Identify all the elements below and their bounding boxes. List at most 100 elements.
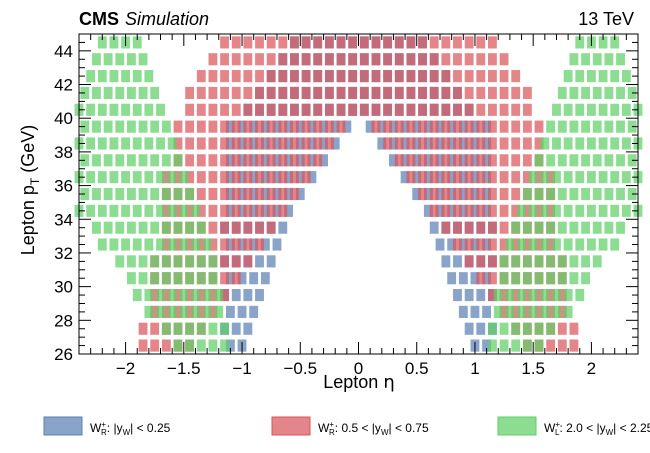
- cell-series-3: [598, 103, 608, 116]
- cell-series-1: [412, 154, 422, 167]
- cell-series-3: [109, 171, 119, 184]
- cell-series-2: [290, 36, 299, 49]
- cell-series-3: [540, 137, 550, 150]
- cell-series-1: [266, 255, 276, 268]
- cell-series-3: [156, 238, 165, 251]
- cell-series-3: [546, 322, 556, 335]
- cell-series-3: [604, 86, 614, 100]
- cell-series-2: [313, 36, 323, 49]
- cell-series-2: [441, 36, 451, 49]
- cell-series-2: [185, 137, 195, 150]
- cell-series-2: [511, 204, 521, 217]
- y-tick-label: 44: [54, 42, 73, 61]
- cell-series-3: [488, 322, 497, 335]
- cell-series-1: [458, 120, 468, 133]
- cell-series-3: [592, 187, 602, 201]
- cell-series-2: [185, 103, 195, 116]
- cell-series-3: [616, 154, 625, 167]
- cell-series-3: [92, 154, 101, 167]
- cell-series-3: [598, 204, 608, 217]
- cell-series-2: [301, 103, 311, 116]
- legend-swatch-3: [497, 416, 537, 436]
- cell-series-2: [441, 70, 451, 83]
- cell-series-2: [511, 288, 521, 302]
- cell-series-2: [243, 53, 253, 66]
- cell-series-2: [441, 120, 451, 133]
- cell-series-2: [185, 305, 195, 318]
- cell-series-2: [476, 255, 486, 268]
- cell-series-2: [255, 70, 264, 83]
- cell-series-2: [522, 86, 532, 100]
- cell-series-3: [138, 120, 148, 133]
- cell-series-3: [517, 238, 526, 251]
- cell-series-3: [150, 154, 160, 167]
- cell-series-3: [150, 120, 160, 133]
- cell-series-2: [418, 103, 427, 116]
- cell-series-1: [225, 204, 235, 217]
- cell-series-2: [418, 86, 427, 100]
- cell-series-1: [295, 154, 305, 167]
- cell-series-2: [406, 36, 416, 49]
- cell-series-1: [225, 305, 235, 318]
- cell-series-3: [220, 322, 229, 335]
- cell-series-2: [557, 339, 567, 352]
- cell-series-2: [301, 70, 311, 83]
- cell-series-2: [336, 103, 346, 116]
- cell-series-3: [575, 103, 585, 116]
- cell-series-1: [260, 272, 270, 285]
- cell-series-2: [243, 238, 253, 251]
- cell-series-1: [389, 120, 398, 133]
- cell-series-3: [604, 187, 614, 201]
- cell-series-3: [208, 272, 218, 285]
- cell-series-2: [313, 70, 323, 83]
- cell-series-3: [621, 103, 631, 116]
- cell-series-2: [522, 204, 532, 217]
- cell-series-2: [406, 137, 416, 150]
- cell-series-3: [185, 322, 195, 335]
- cell-series-2: [324, 120, 334, 133]
- cell-series-3: [132, 171, 142, 184]
- cell-series-2: [208, 204, 218, 217]
- cell-series-1: [453, 288, 462, 302]
- cell-series-2: [476, 103, 486, 116]
- cell-series-2: [522, 137, 532, 150]
- cell-series-2: [243, 70, 253, 83]
- cell-series-2: [383, 120, 393, 133]
- cell-series-1: [249, 305, 259, 318]
- cell-series-2: [231, 272, 241, 285]
- cell-series-3: [109, 238, 119, 251]
- cell-series-2: [488, 53, 497, 66]
- cell-series-3: [161, 255, 171, 268]
- cell-series-2: [196, 103, 206, 116]
- cell-series-3: [156, 204, 165, 217]
- cell-series-1: [423, 154, 433, 167]
- cell-series-2: [476, 137, 486, 150]
- cell-series-1: [231, 322, 241, 335]
- cell-series-3: [586, 70, 596, 83]
- cell-series-2: [429, 86, 439, 100]
- cell-series-3: [121, 204, 131, 217]
- cell-series-3: [610, 137, 620, 150]
- cell-series-1: [260, 204, 270, 217]
- cell-series-2: [488, 187, 497, 201]
- cell-series-2: [557, 288, 567, 302]
- cell-series-3: [150, 272, 160, 285]
- cell-series-3: [132, 288, 142, 302]
- cell-series-3: [563, 171, 573, 184]
- cell-series-3: [173, 322, 183, 335]
- cell-series-1: [458, 305, 468, 318]
- cell-series-3: [126, 221, 136, 234]
- x-tick-labels: −2 −1.5 −1 −0.5 0 0.5 1 1.5 2: [116, 359, 596, 378]
- cell-series-2: [208, 221, 218, 234]
- cell-series-2: [511, 238, 521, 251]
- cell-series-2: [476, 86, 486, 100]
- cell-series-1: [284, 137, 294, 150]
- cell-series-2: [173, 171, 183, 184]
- cell-series-2: [534, 288, 544, 302]
- cell-series-2: [231, 221, 241, 234]
- cell-series-2: [255, 36, 264, 49]
- cell-series-2: [418, 120, 427, 133]
- cell-series-3: [505, 305, 515, 318]
- cell-series-1: [255, 288, 264, 302]
